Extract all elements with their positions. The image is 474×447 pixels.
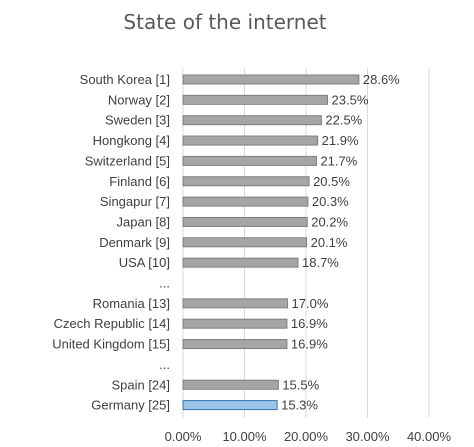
category-label: ...	[159, 276, 170, 291]
category-label: United Kingdom [15]	[52, 337, 170, 352]
data-label: 20.3%	[312, 194, 349, 209]
bar	[182, 257, 299, 268]
category-label: Germany [25]	[91, 398, 170, 413]
data-label: 20.5%	[313, 174, 350, 189]
bar	[182, 94, 329, 105]
bar	[182, 379, 279, 390]
x-tick-label: 0.00%	[165, 429, 202, 444]
data-label: 20.2%	[311, 214, 348, 229]
category-label: Denmark [9]	[99, 235, 170, 250]
data-label: 15.5%	[282, 377, 319, 392]
data-label: 21.9%	[322, 133, 359, 148]
data-label: 20.1%	[311, 235, 348, 250]
category-label: Finland [6]	[109, 174, 170, 189]
x-tick-label: 10.00%	[222, 429, 267, 444]
bar	[182, 135, 319, 146]
bar	[182, 196, 309, 207]
bar	[182, 115, 322, 126]
bar	[182, 216, 308, 227]
bars	[182, 74, 360, 411]
bar	[182, 237, 308, 248]
chart-title: State of the internet	[123, 10, 326, 34]
category-label: Hongkong [4]	[93, 133, 170, 148]
category-label: USA [10]	[119, 255, 170, 270]
category-label: South Korea [1]	[80, 72, 170, 87]
x-tick-label: 40.00%	[407, 429, 452, 444]
category-label: Norway [2]	[108, 92, 170, 107]
data-label: 16.9%	[291, 337, 328, 352]
bar	[182, 176, 310, 187]
category-label: Singapur [7]	[100, 194, 170, 209]
data-label: 21.7%	[320, 153, 357, 168]
data-labels: 28.6% 23.5% 22.5% 21.9% 21.7% 20.5% 20.3% 20.2%…	[281, 72, 400, 413]
bar	[182, 298, 289, 309]
data-label: 28.6%	[363, 72, 400, 87]
bar	[182, 318, 288, 329]
bar	[182, 339, 288, 350]
data-label: 17.0%	[292, 296, 329, 311]
bar	[182, 155, 317, 166]
category-label: Czech Republic [14]	[54, 316, 170, 331]
bar	[182, 400, 278, 411]
data-label: 16.9%	[291, 316, 328, 331]
x-tick-label: 20.00%	[284, 429, 329, 444]
category-label: Sweden [3]	[105, 113, 170, 128]
category-labels: South Korea [1] Norway [2] Sweden [3] Hongk…	[52, 72, 170, 413]
x-tick-label: 30.00%	[345, 429, 390, 444]
category-label: Japan [8]	[117, 214, 171, 229]
data-label: 15.3%	[281, 398, 318, 413]
data-label: 23.5%	[332, 92, 369, 107]
category-label: Spain [24]	[111, 377, 170, 392]
data-label: 22.5%	[325, 113, 362, 128]
category-label: Switzerland [5]	[85, 153, 170, 168]
category-label: ...	[159, 357, 170, 372]
data-label: 18.7%	[302, 255, 339, 270]
category-label: Romania [13]	[93, 296, 170, 311]
bar	[182, 74, 360, 85]
x-axis-ticks: 0.00% 10.00% 20.00% 30.00% 40.00%	[165, 429, 452, 444]
